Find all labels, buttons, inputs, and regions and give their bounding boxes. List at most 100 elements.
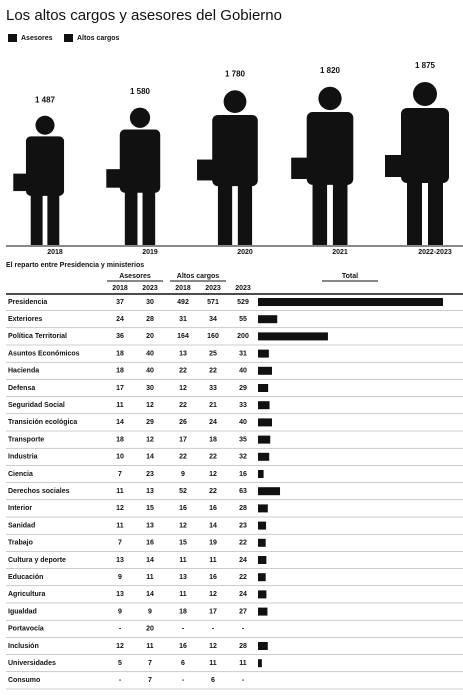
bar — [258, 642, 268, 650]
title: Los altos cargos y asesores del Gobierno — [6, 7, 282, 24]
row-label: Interior — [8, 505, 32, 512]
cell: 9 — [181, 471, 185, 478]
figure-part — [223, 90, 247, 114]
row-label: Trabajo — [8, 540, 33, 547]
cell: 37 — [116, 299, 124, 306]
cell: 22 — [239, 574, 247, 581]
cell: 16 — [146, 540, 154, 547]
row-label: Exteriores — [8, 316, 42, 323]
cell: 14 — [146, 591, 154, 598]
year-header: 2023 — [142, 285, 158, 292]
row-label: Agricultura — [8, 591, 45, 598]
cell: 36 — [116, 333, 124, 340]
cell: 13 — [116, 557, 124, 564]
cell: 19 — [209, 540, 217, 547]
cell: 17 — [179, 436, 187, 443]
figure-value: 1 875 — [415, 61, 436, 70]
cell: 31 — [179, 316, 187, 323]
cell: 35 — [239, 436, 247, 443]
cell: 25 — [209, 350, 217, 357]
cell: - — [182, 677, 185, 684]
cell: 13 — [179, 574, 187, 581]
bar — [258, 590, 267, 599]
cell: 16 — [209, 505, 217, 512]
figure-value: 1 820 — [320, 66, 341, 75]
figure-part — [312, 181, 328, 245]
cell: 33 — [239, 402, 247, 409]
figure-part — [306, 112, 354, 185]
cell: 26 — [179, 419, 187, 426]
cell: 24 — [239, 557, 247, 564]
figure-value: 1 780 — [225, 69, 246, 78]
figure-year: 2018 — [47, 249, 63, 256]
subtitle: El reparto entre Presidencia y ministeri… — [6, 262, 144, 269]
cell: 40 — [146, 368, 154, 375]
row-label: Transporte — [8, 436, 44, 443]
cell: 16 — [179, 505, 187, 512]
figure — [385, 82, 449, 245]
figure — [106, 107, 161, 245]
figure-part — [197, 159, 222, 181]
cell: 22 — [209, 488, 217, 495]
cell: 492 — [177, 299, 189, 306]
cell: 7 — [148, 660, 152, 667]
cell: 529 — [237, 299, 249, 306]
cell: - — [212, 626, 215, 633]
figure-part — [385, 155, 411, 177]
cell: 12 — [179, 385, 187, 392]
bar — [258, 487, 281, 496]
bar — [258, 470, 264, 478]
figure-part — [413, 82, 437, 106]
cell: 6 — [181, 660, 185, 667]
cell: - — [242, 626, 245, 633]
cell: 31 — [239, 350, 247, 357]
row-label: Defensa — [8, 385, 35, 392]
cell: 11 — [116, 522, 124, 529]
figure-part — [332, 181, 348, 245]
group-header: Altos cargos — [177, 273, 220, 280]
cell: 40 — [146, 350, 154, 357]
bar — [258, 332, 328, 341]
cell: 16 — [239, 471, 247, 478]
cell: 22 — [209, 454, 217, 461]
year-header: 2018 — [175, 285, 191, 292]
figure-part — [237, 183, 253, 245]
legend-swatch — [8, 34, 17, 42]
cell: 40 — [239, 419, 247, 426]
cell: 9 — [118, 574, 122, 581]
figure-part — [407, 180, 422, 245]
cell: 10 — [116, 454, 124, 461]
year-header: 2018 — [112, 285, 128, 292]
figure-part — [217, 183, 233, 245]
figure — [197, 90, 258, 245]
cell: 13 — [146, 488, 154, 495]
figure-part — [401, 108, 449, 183]
row-label: Portavocía — [8, 626, 44, 633]
figure-part — [318, 86, 342, 111]
cell: 9 — [148, 608, 152, 615]
cell: 14 — [209, 522, 217, 529]
cell: 24 — [239, 591, 247, 598]
bar — [258, 573, 266, 582]
cell: 12 — [116, 505, 124, 512]
figure-year: 2019 — [142, 249, 158, 256]
cell: 11 — [209, 557, 217, 564]
row-label: Sanidad — [8, 522, 35, 529]
cell: 33 — [209, 385, 217, 392]
cell: 7 — [118, 540, 122, 547]
cell: 12 — [116, 643, 124, 650]
cell: - — [242, 677, 245, 684]
figure — [291, 86, 354, 245]
cell: 18 — [179, 608, 187, 615]
cell: 5 — [118, 660, 122, 667]
row-label: Universidades — [8, 660, 56, 667]
row-label: Industria — [8, 454, 38, 461]
row-label: Presidencia — [8, 299, 47, 306]
cell: 11 — [146, 574, 154, 581]
cell: 9 — [118, 608, 122, 615]
figure-year: 2020 — [237, 249, 253, 256]
figure-part — [142, 190, 156, 245]
cell: 22 — [239, 540, 247, 547]
cell: 23 — [146, 471, 154, 478]
